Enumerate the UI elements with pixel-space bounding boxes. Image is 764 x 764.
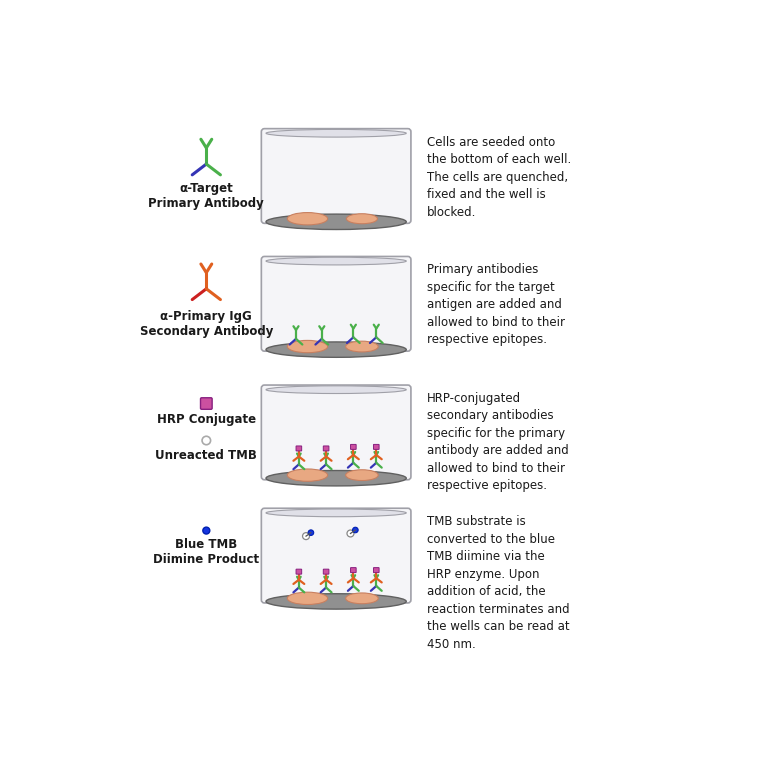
Text: Blue TMB
Diimine Product: Blue TMB Diimine Product bbox=[154, 539, 260, 566]
FancyBboxPatch shape bbox=[261, 508, 411, 603]
FancyBboxPatch shape bbox=[323, 569, 329, 574]
FancyBboxPatch shape bbox=[296, 446, 302, 451]
FancyBboxPatch shape bbox=[323, 446, 329, 451]
Text: Cells are seeded onto
the bottom of each well.
The cells are quenched,
fixed and: Cells are seeded onto the bottom of each… bbox=[427, 135, 571, 219]
Ellipse shape bbox=[287, 341, 328, 353]
FancyBboxPatch shape bbox=[261, 128, 411, 223]
Text: HRP Conjugate: HRP Conjugate bbox=[157, 413, 256, 426]
FancyBboxPatch shape bbox=[351, 568, 356, 572]
Ellipse shape bbox=[287, 212, 328, 225]
Ellipse shape bbox=[287, 592, 328, 604]
FancyBboxPatch shape bbox=[374, 445, 379, 449]
Ellipse shape bbox=[287, 469, 328, 481]
FancyBboxPatch shape bbox=[296, 569, 302, 574]
Ellipse shape bbox=[345, 470, 378, 481]
Text: HRP-conjugated
secondary antibodies
specific for the primary
antibody are added : HRP-conjugated secondary antibodies spec… bbox=[427, 392, 569, 493]
Ellipse shape bbox=[345, 342, 378, 352]
FancyBboxPatch shape bbox=[374, 568, 379, 572]
Text: Primary antibodies
specific for the target
antigen are added and
allowed to bind: Primary antibodies specific for the targ… bbox=[427, 264, 565, 346]
Circle shape bbox=[303, 533, 309, 539]
Ellipse shape bbox=[345, 593, 378, 604]
Ellipse shape bbox=[266, 342, 406, 358]
Text: TMB substrate is
converted to the blue
TMB diimine via the
HRP enzyme. Upon
addi: TMB substrate is converted to the blue T… bbox=[427, 515, 570, 651]
Ellipse shape bbox=[266, 471, 406, 486]
Ellipse shape bbox=[266, 594, 406, 609]
Circle shape bbox=[352, 527, 358, 533]
Ellipse shape bbox=[346, 214, 377, 224]
FancyBboxPatch shape bbox=[261, 385, 411, 480]
Text: α-Target
Primary Antibody: α-Target Primary Antibody bbox=[148, 182, 264, 210]
Ellipse shape bbox=[266, 386, 406, 393]
FancyBboxPatch shape bbox=[200, 398, 212, 410]
Ellipse shape bbox=[266, 257, 406, 265]
Circle shape bbox=[202, 436, 211, 445]
Ellipse shape bbox=[266, 509, 406, 516]
Text: Unreacted TMB: Unreacted TMB bbox=[155, 449, 257, 462]
FancyBboxPatch shape bbox=[351, 445, 356, 449]
Text: α-Primary IgG
Secondary Antibody: α-Primary IgG Secondary Antibody bbox=[140, 309, 273, 338]
Ellipse shape bbox=[266, 214, 406, 229]
Ellipse shape bbox=[266, 129, 406, 137]
FancyBboxPatch shape bbox=[261, 257, 411, 351]
Circle shape bbox=[347, 530, 354, 537]
Circle shape bbox=[202, 527, 210, 534]
Circle shape bbox=[308, 530, 314, 536]
